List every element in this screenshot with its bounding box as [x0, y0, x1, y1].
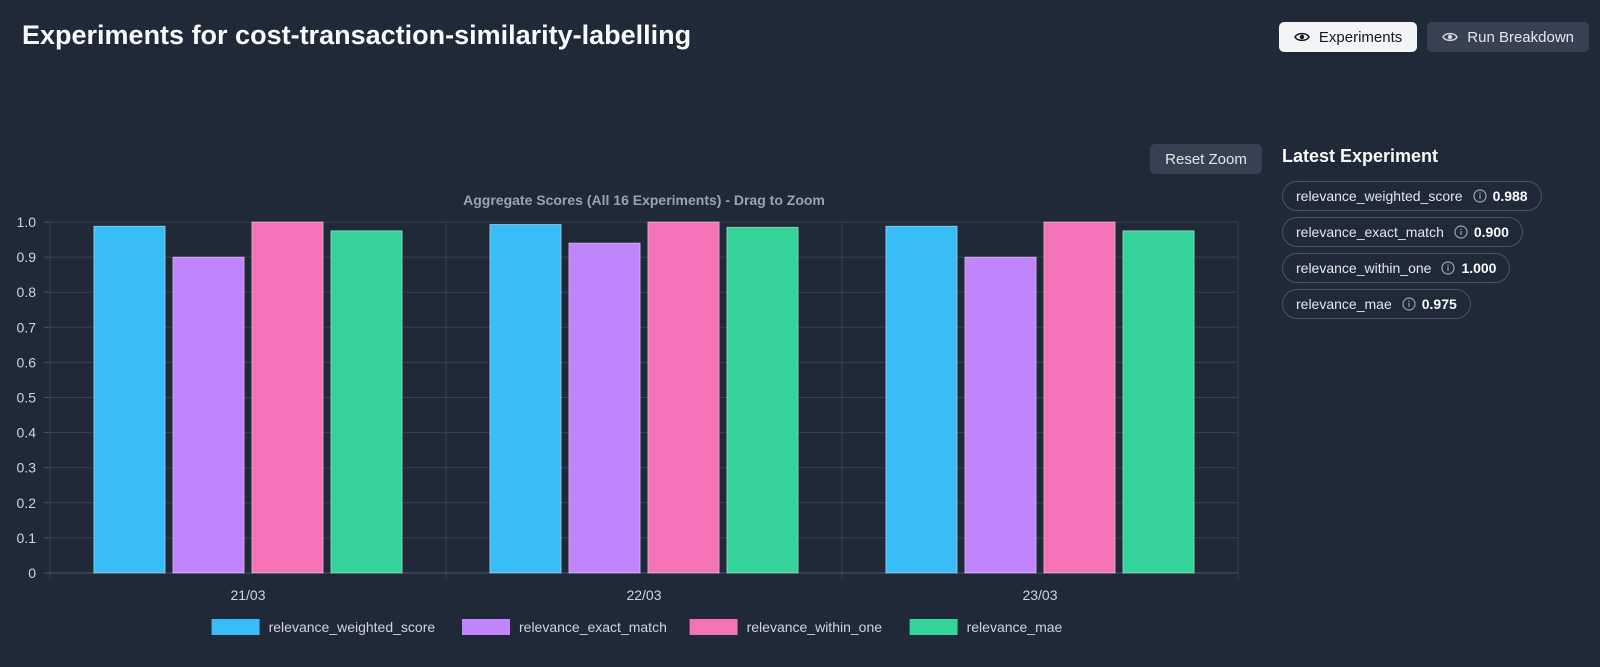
- header-buttons: Experiments Run Breakdown: [1278, 22, 1589, 52]
- y-tick-label: 1.0: [17, 214, 37, 230]
- x-tick-label: 23/03: [1022, 587, 1057, 603]
- x-tick-label: 21/03: [230, 587, 265, 603]
- y-tick-label: 0.3: [17, 460, 37, 476]
- y-tick-label: 0.8: [17, 284, 37, 300]
- latest-experiment-title: Latest Experiment: [1282, 146, 1439, 166]
- y-tick-label: 0.2: [17, 495, 37, 511]
- x-tick-label: 22/03: [626, 587, 661, 603]
- metric-pill-mae[interactable]: relevance_mae 0.975: [1282, 289, 1471, 319]
- bar-relevance_within_one-0: [251, 221, 324, 574]
- bar-relevance_exact_match-1: [568, 242, 641, 574]
- y-tick-label: 0.9: [17, 249, 37, 265]
- latest-experiment-panel: Latest Experiment relevance_weighted_sco…: [1282, 146, 1582, 325]
- legend-swatch: [689, 619, 738, 635]
- chart-title: Aggregate Scores (All 16 Experiments) - …: [463, 192, 825, 208]
- page-title: Experiments for cost-transaction-similar…: [22, 20, 692, 50]
- y-tick-label: 0: [28, 565, 36, 581]
- metric-row: relevance_weighted_score 0.988: [1282, 181, 1582, 217]
- run-breakdown-button[interactable]: Run Breakdown: [1427, 22, 1589, 52]
- metric-value: 0.988: [1492, 188, 1528, 204]
- metric-name: relevance_mae: [1296, 296, 1392, 312]
- metric-value: 0.900: [1473, 224, 1509, 240]
- bar-relevance_within_one-1: [647, 221, 720, 574]
- info-icon[interactable]: [1472, 189, 1487, 203]
- legend-label: relevance_exact_match: [519, 619, 667, 635]
- legend-label: relevance_weighted_score: [269, 619, 436, 635]
- metric-row: relevance_exact_match 0.900: [1282, 217, 1582, 253]
- bar-relevance_exact_match-2: [964, 256, 1037, 574]
- metric-name: relevance_weighted_score: [1296, 188, 1463, 204]
- bar-relevance_within_one-2: [1043, 221, 1116, 574]
- bar-relevance_weighted_score-0: [93, 225, 166, 574]
- metric-pill-weighted-score[interactable]: relevance_weighted_score 0.988: [1282, 181, 1542, 211]
- bar-relevance_weighted_score-1: [489, 224, 562, 574]
- run-breakdown-button-label: Run Breakdown: [1467, 28, 1574, 46]
- reset-zoom-button[interactable]: Reset Zoom: [1150, 144, 1262, 174]
- legend-swatch: [211, 619, 260, 635]
- bar-relevance_exact_match-0: [172, 256, 245, 574]
- bar-relevance_weighted_score-2: [885, 225, 958, 574]
- legend-swatch: [909, 619, 958, 635]
- y-tick-label: 0.5: [17, 390, 37, 406]
- experiments-button[interactable]: Experiments: [1278, 22, 1418, 52]
- metric-list: relevance_weighted_score 0.988 relevance…: [1282, 181, 1582, 325]
- metric-value: 1.000: [1461, 260, 1497, 276]
- legend-swatch: [462, 619, 510, 635]
- metric-value: 0.975: [1421, 296, 1457, 312]
- legend-label: relevance_mae: [967, 619, 1063, 635]
- eye-icon: [1294, 29, 1310, 45]
- eye-icon: [1442, 29, 1459, 45]
- bar-relevance_mae-2: [1122, 230, 1195, 574]
- bar-relevance_mae-0: [330, 230, 403, 574]
- metric-pill-exact-match[interactable]: relevance_exact_match 0.900: [1282, 217, 1523, 247]
- metric-name: relevance_exact_match: [1296, 224, 1444, 240]
- metric-row: relevance_within_one 1.000: [1282, 253, 1582, 289]
- bar-relevance_mae-1: [726, 226, 799, 574]
- y-tick-label: 0.7: [17, 319, 37, 335]
- metric-name: relevance_within_one: [1296, 260, 1432, 276]
- chart-container[interactable]: Aggregate Scores (All 16 Experiments) - …: [0, 190, 1280, 660]
- legend-label: relevance_within_one: [747, 619, 883, 635]
- y-tick-label: 0.1: [17, 530, 37, 546]
- y-tick-label: 0.6: [17, 354, 37, 370]
- metric-row: relevance_mae 0.975: [1282, 289, 1582, 325]
- aggregate-scores-chart[interactable]: Aggregate Scores (All 16 Experiments) - …: [0, 190, 1280, 660]
- experiments-button-label: Experiments: [1318, 28, 1403, 46]
- metric-pill-within-one[interactable]: relevance_within_one 1.000: [1282, 253, 1511, 283]
- info-icon[interactable]: [1441, 261, 1456, 275]
- y-tick-label: 0.4: [17, 425, 37, 441]
- info-icon[interactable]: [1402, 297, 1416, 311]
- info-icon[interactable]: [1454, 225, 1468, 239]
